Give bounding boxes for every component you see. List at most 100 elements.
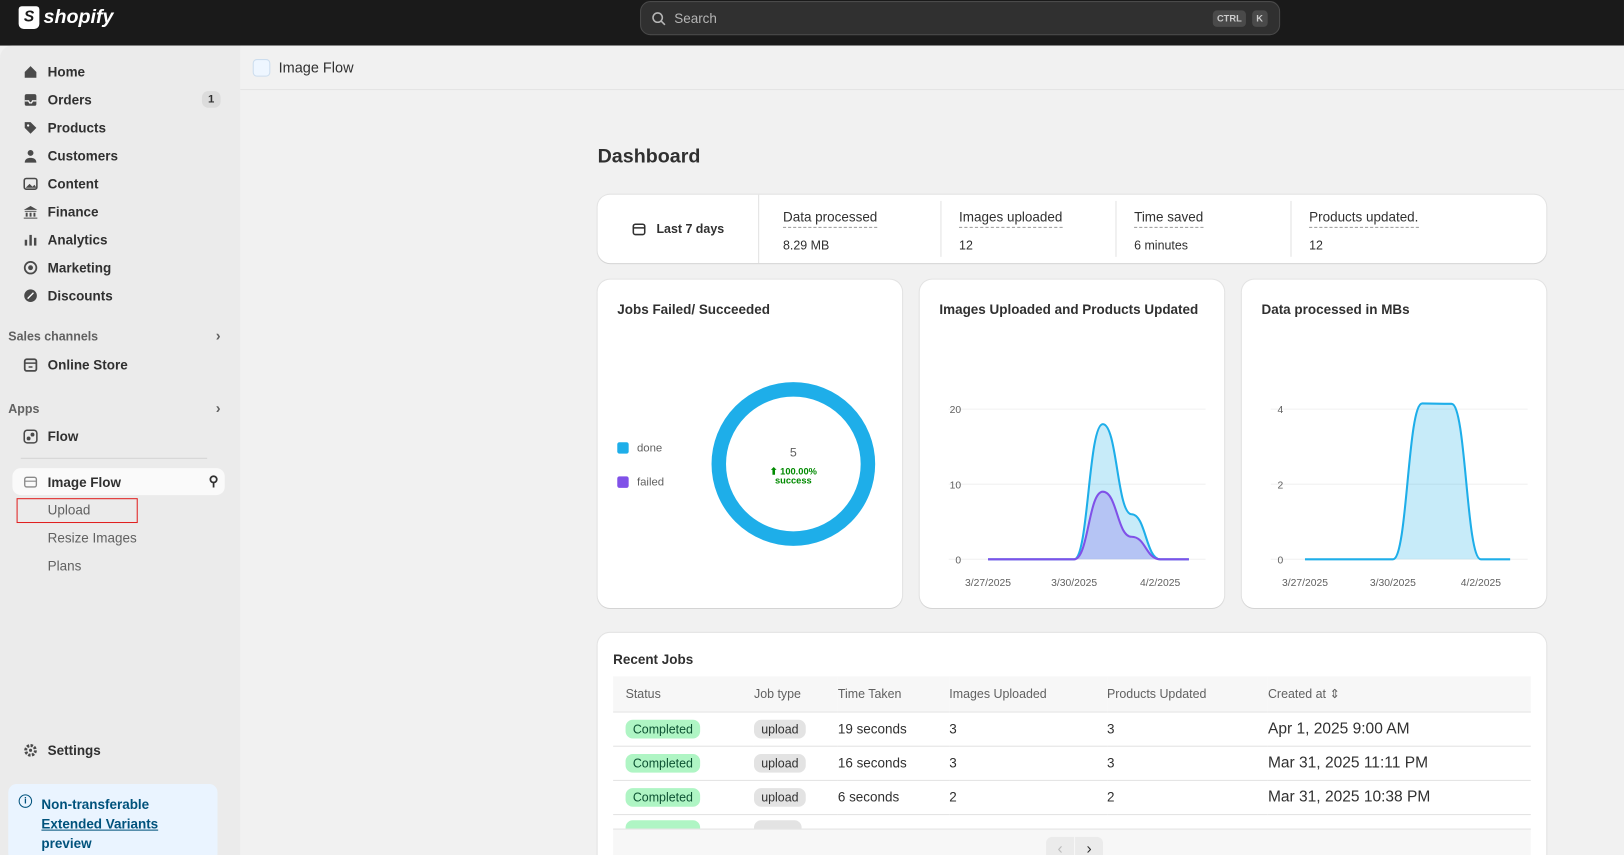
sidebar-item-image-flow[interactable]: Image Flow ⚲: [12, 468, 225, 496]
notice-link[interactable]: Extended Variants: [41, 816, 159, 832]
sidebar-item-label: Customers: [47, 147, 118, 164]
notice-banner: i Non-transferable Extended Variants pre…: [8, 784, 218, 855]
status-badge: Completed: [625, 753, 701, 773]
divider: [20, 457, 208, 459]
donut-center-value: 5: [790, 446, 797, 460]
chart-title: Data processed in MBs: [1261, 301, 1410, 317]
table-cell: 3: [1106, 745, 1268, 780]
job-type-badge: upload: [753, 788, 806, 807]
table-cell: 2: [1106, 779, 1268, 815]
brand-name: shopify: [43, 6, 114, 28]
sidebar-subitem-resize-images[interactable]: Resize Images: [47, 530, 137, 546]
jobs-chart-card: Jobs Failed/ Succeeded done failed 5 ⬆ 100.…: [597, 279, 903, 608]
stat-label[interactable]: Images uploaded: [959, 209, 1063, 228]
highlight-box: [16, 498, 138, 524]
image-icon: [12, 176, 47, 192]
column-label: Status: [625, 686, 661, 701]
sidebar: Sales channels › Online Store Apps › Flow …: [0, 45, 241, 855]
inbox-icon: [12, 92, 47, 108]
column-header: Products Updated: [1106, 676, 1268, 712]
stat-value: 12: [1309, 238, 1323, 253]
gear-icon: [12, 742, 47, 758]
series-line-0: [1304, 402, 1511, 561]
calendar-icon: [632, 223, 646, 236]
table-row[interactable]: Completed upload 19 seconds 3 3 Apr 1, 2025 9…: [613, 711, 1531, 746]
data-chart-card: Data processed in MBs 0 2 4 3/27/2025 3/30/2…: [1241, 279, 1547, 608]
stat-label[interactable]: Time saved: [1134, 209, 1204, 228]
y-tick-label: 2: [1277, 480, 1283, 491]
date-range-button[interactable]: Last 7 days: [598, 194, 760, 264]
job-type-badge: upload: [753, 719, 806, 739]
pagination-bar: ‹ ›: [613, 828, 1531, 855]
orders-count-badge: 1: [201, 91, 221, 108]
previous-page-button[interactable]: ‹: [1046, 836, 1075, 855]
sidebar-item-home[interactable]: Home: [12, 58, 224, 85]
sidebar-item-orders[interactable]: Orders 1: [12, 86, 224, 113]
table-cell: upload: [753, 745, 838, 780]
apps-header[interactable]: Apps ›: [8, 400, 220, 417]
image-flow-app-icon: [252, 58, 271, 77]
legend-label-failed: failed: [637, 477, 664, 489]
target-icon: [12, 259, 47, 275]
sales-channels-header[interactable]: Sales channels ›: [8, 327, 220, 344]
sidebar-item-label: Finance: [47, 203, 99, 220]
table-row[interactable]: Completed upload 6 seconds 2 2 Mar 31, 2025 1…: [613, 779, 1531, 815]
column-label: Created at: [1267, 686, 1327, 701]
sidebar-item-label: Home: [47, 63, 86, 80]
section-label: Apps: [8, 401, 40, 417]
search-icon: [652, 11, 666, 25]
chart-title: Jobs Failed/ Succeeded: [617, 301, 770, 317]
sidebar-item-flow[interactable]: Flow: [12, 423, 224, 450]
table-cell: 6 seconds: [837, 779, 950, 815]
y-tick-label: 20: [950, 405, 962, 416]
stat-value: 12: [959, 238, 973, 253]
stat-label[interactable]: Products updated.: [1309, 209, 1419, 228]
table-cell: upload: [753, 711, 838, 746]
chart-title: Images Uploaded and Products Updated: [939, 301, 1199, 317]
person-icon: [12, 148, 47, 164]
sidebar-item-products[interactable]: Products: [12, 114, 224, 141]
main-content: Image Flow Dashboard Last 7 days Data pr…: [240, 45, 1624, 855]
sidebar-item-label: Analytics: [47, 231, 108, 248]
x-tick-label: 4/2/2025: [1140, 578, 1181, 589]
table-cell: 2: [949, 779, 1107, 815]
column-label: Job type: [753, 686, 801, 701]
column-header: Images Uploaded: [949, 676, 1107, 712]
sidebar-item-finance[interactable]: Finance: [12, 198, 224, 225]
legend-label-done: done: [637, 443, 662, 455]
sidebar-item-analytics[interactable]: Analytics: [12, 226, 224, 253]
sidebar-subitem-plans[interactable]: Plans: [47, 558, 82, 574]
sidebar-item-marketing[interactable]: Marketing: [12, 254, 224, 281]
flow-icon: [12, 428, 47, 444]
sidebar-item-discounts[interactable]: Discounts: [12, 282, 224, 309]
search-input[interactable]: Search CTRL K: [640, 1, 1281, 36]
info-icon: i: [18, 794, 33, 808]
table-cell: Completed: [613, 779, 754, 815]
next-page-button[interactable]: ›: [1075, 836, 1104, 855]
table-cell: Mar 31, 2025 10:38 PM: [1267, 779, 1531, 815]
sidebar-subitem-upload[interactable]: Upload: [47, 502, 91, 518]
stat-data-processed: Data processed 8.29 MB: [782, 209, 878, 253]
table-cell: Mar 31, 2025 11:11 PM: [1267, 745, 1531, 780]
discount-icon: [12, 287, 47, 303]
column-header: Time Taken: [837, 676, 950, 712]
sidebar-item-online-store[interactable]: Online Store: [12, 351, 224, 378]
stat-value: 6 minutes: [1134, 238, 1188, 253]
sidebar-item-content[interactable]: Content: [12, 170, 224, 197]
sidebar-item-settings[interactable]: Settings: [12, 736, 224, 763]
shopify-logo[interactable]: shopify: [18, 6, 114, 29]
table-row[interactable]: Completed upload 16 seconds 3 3 Mar 31, 2025 …: [613, 745, 1531, 780]
table-cell: Apr 1, 2025 9:00 AM: [1267, 711, 1531, 746]
x-tick-label: 4/2/2025: [1461, 578, 1502, 589]
pin-icon[interactable]: ⚲: [208, 473, 219, 489]
column-label: Images Uploaded: [949, 686, 1047, 701]
sidebar-item-customers[interactable]: Customers: [12, 142, 224, 169]
sort-icon[interactable]: ⇕: [1329, 686, 1340, 701]
column-header[interactable]: Created at ⇕: [1267, 676, 1531, 712]
tag-icon: [12, 120, 47, 136]
stat-label[interactable]: Data processed: [782, 209, 878, 228]
shortcut-ctrl: CTRL: [1212, 10, 1246, 27]
sidebar-item-label: Content: [47, 175, 99, 192]
column-header: Job type: [753, 676, 838, 712]
